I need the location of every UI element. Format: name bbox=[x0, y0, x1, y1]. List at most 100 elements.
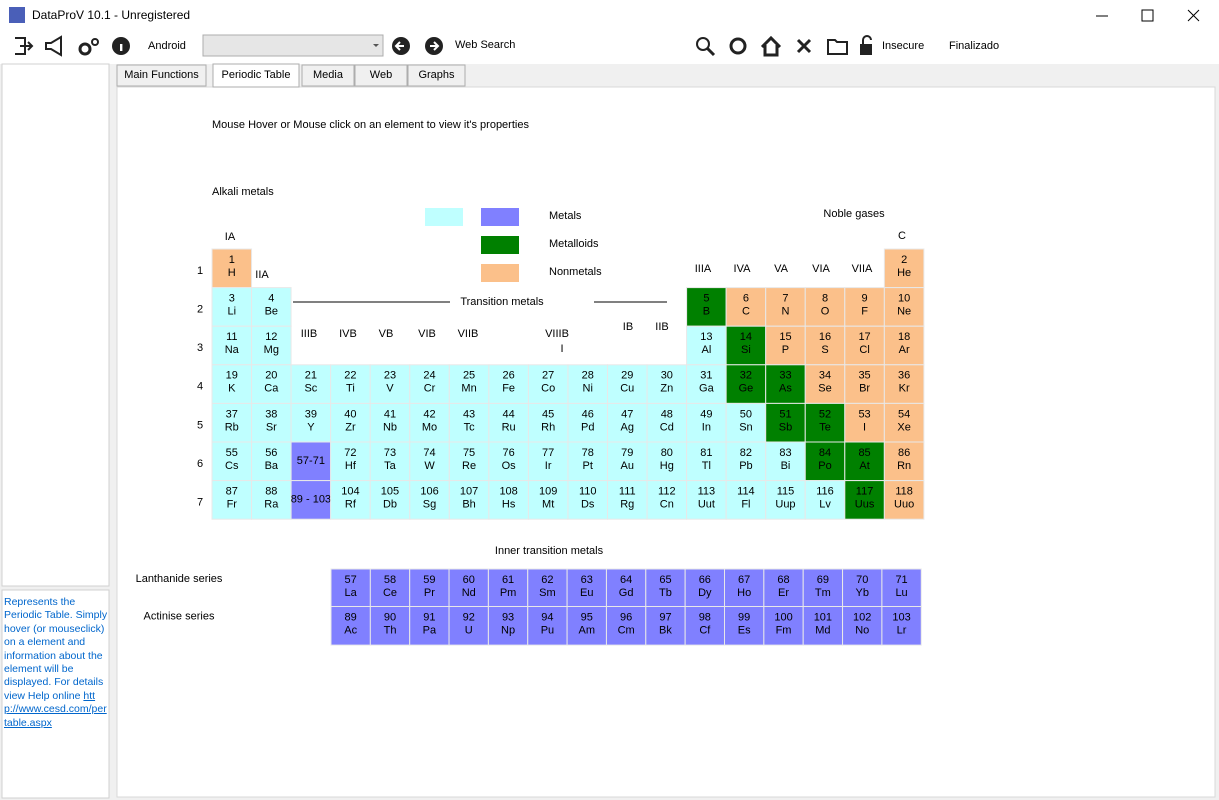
element-cell[interactable] bbox=[566, 568, 607, 609]
element-cell[interactable] bbox=[842, 606, 883, 646]
element-cell[interactable] bbox=[409, 364, 450, 404]
element-cell[interactable] bbox=[765, 480, 806, 520]
element-cell[interactable] bbox=[684, 568, 726, 609]
element-cell[interactable] bbox=[369, 606, 411, 646]
element-cell[interactable] bbox=[290, 402, 332, 443]
refresh-icon[interactable] bbox=[729, 37, 747, 55]
element-cell[interactable] bbox=[686, 325, 727, 366]
element-cell[interactable] bbox=[724, 606, 765, 646]
element-cell[interactable] bbox=[409, 568, 450, 609]
element-cell[interactable] bbox=[251, 287, 292, 327]
element-cell[interactable] bbox=[487, 606, 529, 646]
element-cell[interactable] bbox=[725, 402, 767, 443]
element-cell[interactable] bbox=[290, 480, 332, 520]
element-cell[interactable] bbox=[409, 606, 450, 646]
element-cell[interactable] bbox=[802, 606, 844, 646]
atomic-number: 41 bbox=[384, 408, 396, 420]
element-cell[interactable] bbox=[881, 606, 922, 646]
element-cell[interactable] bbox=[844, 325, 885, 366]
element-cell[interactable] bbox=[763, 568, 804, 609]
element-cell[interactable] bbox=[684, 606, 726, 646]
element-cell[interactable] bbox=[804, 364, 846, 404]
element-cell[interactable] bbox=[251, 364, 292, 404]
element-cell[interactable] bbox=[607, 364, 648, 404]
atomic-number: 40 bbox=[344, 408, 356, 420]
element-cell[interactable] bbox=[725, 364, 767, 404]
element-cell[interactable] bbox=[330, 441, 371, 482]
element-cell[interactable] bbox=[251, 402, 292, 443]
element-cell[interactable] bbox=[883, 441, 925, 482]
element-cell[interactable] bbox=[251, 325, 292, 366]
element-cell[interactable] bbox=[686, 402, 727, 443]
element-cell[interactable] bbox=[763, 606, 804, 646]
element-cell[interactable] bbox=[211, 441, 253, 482]
tab[interactable] bbox=[212, 63, 300, 88]
element-cell[interactable] bbox=[883, 248, 925, 289]
element-cell[interactable] bbox=[409, 402, 450, 443]
lock-icon[interactable] bbox=[860, 44, 872, 55]
atomic-number: 36 bbox=[898, 370, 910, 382]
element-cell[interactable] bbox=[765, 325, 806, 366]
element-cell[interactable] bbox=[725, 480, 767, 520]
element-symbol: Uut bbox=[698, 499, 715, 511]
element-cell[interactable] bbox=[646, 480, 688, 520]
element-cell[interactable] bbox=[448, 364, 490, 404]
element-cell[interactable] bbox=[566, 606, 607, 646]
element-cell[interactable] bbox=[211, 325, 253, 366]
element-cell[interactable] bbox=[409, 480, 450, 520]
web-search-label[interactable]: Web Search bbox=[455, 39, 515, 51]
element-cell[interactable] bbox=[330, 606, 371, 646]
element-cell[interactable] bbox=[448, 568, 489, 609]
element-cell[interactable] bbox=[605, 606, 647, 646]
element-cell[interactable] bbox=[369, 402, 411, 443]
element-cell[interactable] bbox=[645, 606, 686, 646]
maximize-button[interactable] bbox=[1141, 9, 1154, 22]
announce-icon[interactable] bbox=[45, 35, 62, 57]
element-cell[interactable] bbox=[844, 402, 885, 443]
tab[interactable] bbox=[301, 64, 355, 87]
element-cell[interactable] bbox=[567, 364, 609, 404]
element-cell[interactable] bbox=[527, 441, 569, 482]
tab[interactable] bbox=[116, 64, 207, 87]
element-cell[interactable] bbox=[527, 480, 569, 520]
element-cell[interactable] bbox=[369, 441, 411, 482]
element-cell[interactable] bbox=[844, 480, 885, 520]
element-cell[interactable] bbox=[881, 568, 922, 609]
tab[interactable] bbox=[354, 64, 408, 87]
element-cell[interactable] bbox=[883, 480, 925, 520]
element-cell[interactable] bbox=[725, 325, 767, 366]
close-button[interactable] bbox=[1187, 9, 1200, 22]
element-cell[interactable] bbox=[686, 287, 727, 327]
home-icon[interactable] bbox=[760, 35, 782, 57]
element-cell[interactable] bbox=[211, 402, 253, 443]
element-cell[interactable] bbox=[645, 568, 686, 609]
element-cell[interactable] bbox=[527, 364, 569, 404]
element-cell[interactable] bbox=[448, 441, 490, 482]
exit-icon[interactable] bbox=[15, 37, 34, 55]
element-cell[interactable] bbox=[646, 402, 688, 443]
element-cell[interactable] bbox=[330, 364, 371, 404]
element-cell[interactable] bbox=[686, 480, 727, 520]
element-cell[interactable] bbox=[211, 248, 253, 289]
device-combobox[interactable] bbox=[202, 34, 384, 57]
element-cell[interactable] bbox=[369, 364, 411, 404]
element-cell[interactable] bbox=[844, 441, 885, 482]
settings-icon[interactable] bbox=[78, 42, 92, 56]
element-cell[interactable] bbox=[330, 402, 371, 443]
element-cell[interactable] bbox=[883, 364, 925, 404]
element-cell[interactable] bbox=[883, 325, 925, 366]
settings-icon[interactable] bbox=[91, 38, 99, 46]
search-icon[interactable] bbox=[696, 37, 710, 51]
element-cell[interactable] bbox=[646, 364, 688, 404]
element-cell[interactable] bbox=[883, 287, 925, 327]
atomic-number: 71 bbox=[895, 574, 907, 586]
tab[interactable] bbox=[407, 64, 466, 87]
element-cell[interactable] bbox=[527, 402, 569, 443]
help-link[interactable]: http://www.cesd.com/pertable.aspx bbox=[4, 689, 107, 729]
bookmark-icon[interactable] bbox=[827, 39, 848, 55]
element-cell[interactable] bbox=[607, 480, 648, 520]
element-cell[interactable] bbox=[211, 364, 253, 404]
element-cell[interactable] bbox=[488, 480, 529, 520]
stop-icon[interactable] bbox=[796, 38, 812, 54]
element-cell[interactable] bbox=[646, 441, 688, 482]
